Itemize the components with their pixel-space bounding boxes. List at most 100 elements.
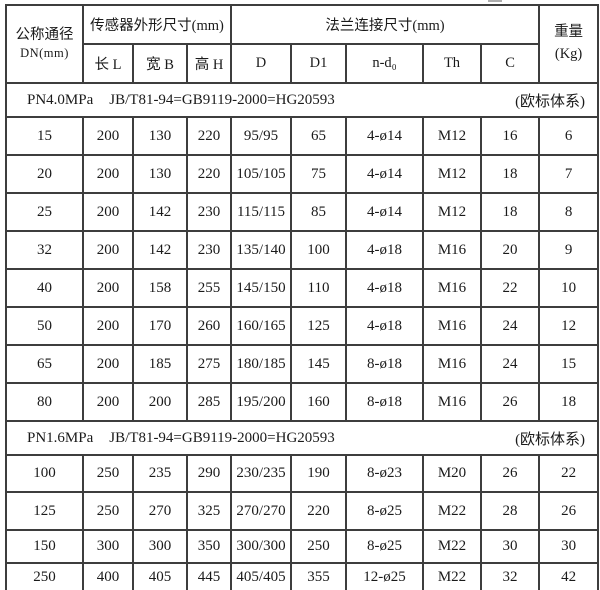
cell-thread-th: M12 [422,154,483,194]
cell-height-h: 230 [185,192,233,232]
cell-flange-d: 145/150 [230,268,293,308]
cell-height-h: 290 [185,454,233,493]
cell-length-l: 250 [82,491,134,531]
cell-weight: 30 [538,529,600,564]
cell-thread-th: M16 [422,382,483,422]
cell-bolt-holes: 4-ø14 [345,116,425,156]
cell-bolt-holes: 8-ø18 [345,382,425,422]
cell-length-l: 200 [82,116,134,156]
spec-row: 100 250 235 290 230/235 190 8-ø23 M20 26 22 [5,454,600,493]
cell-flange-d: 180/185 [230,344,293,384]
cell-width-b: 300 [132,529,188,564]
cell-weight: 7 [538,154,600,194]
cell-height-h: 220 [185,154,233,194]
cell-bolt-holes: 4-ø18 [345,268,425,308]
cell-length-l: 200 [82,344,134,384]
cell-thread-th: M12 [422,116,483,156]
cell-flange-d1: 190 [290,454,348,493]
cell-flange-d: 115/115 [230,192,293,232]
standard-codes: JB/T81-94=GB9119-2000=HG20593 [109,91,335,108]
header-thickness-c: C [480,43,541,84]
header-flange-d1: D1 [290,43,348,84]
cell-flange-d1: 220 [290,491,348,531]
cell-flange-d1: 125 [290,306,348,346]
header-height-h: 高 H [185,43,233,84]
spec-row: 50 200 170 260 160/165 125 4-ø18 M16 24 12 [5,306,600,346]
spec-row: 15 200 130 220 95/95 65 4-ø14 M12 16 6 [5,116,600,156]
cell-width-b: 130 [132,116,188,156]
cell-flange-d1: 355 [290,562,348,590]
cell-thickness-c: 20 [480,230,541,270]
cell-width-b: 405 [132,562,188,590]
cell-width-b: 200 [132,382,188,422]
cell-weight: 9 [538,230,600,270]
cell-flange-d: 135/140 [230,230,293,270]
cell-thread-th: M22 [422,491,483,531]
standard-note: (欧标体系) [515,431,586,448]
cell-weight: 6 [538,116,600,156]
spec-row: 40 200 158 255 145/150 110 4-ø18 M16 22 10 [5,268,600,308]
cell-flange-d: 270/270 [230,491,293,531]
pressure-rating: PN4.0MPa [27,91,94,108]
cell-dn: 125 [5,491,84,531]
cell-flange-d1: 65 [290,116,348,156]
cell-thread-th: M16 [422,230,483,270]
cell-bolt-holes: 8-ø23 [345,454,425,493]
header-sub-row: 长 L 宽 B 高 H D D1 n-d₀ Th C [6,43,598,84]
cell-thickness-c: 18 [480,154,541,194]
cell-thickness-c: 24 [480,344,541,384]
cell-thickness-c: 28 [480,491,541,531]
cell-flange-d1: 85 [290,192,348,232]
cell-weight: 10 [538,268,600,308]
cell-flange-d1: 100 [290,230,348,270]
cell-bolt-holes: 12-ø25 [345,562,425,590]
cell-bolt-holes: 4-ø18 [345,306,425,346]
cell-length-l: 200 [82,154,134,194]
cell-bolt-holes: 4-ø18 [345,230,425,270]
cell-length-l: 200 [82,306,134,346]
spec-row: 150 300 300 350 300/300 250 8-ø25 M22 30 30 [5,529,600,564]
cell-weight: 22 [538,454,600,493]
header-group-row: 公称通径 DN(mm) 传感器外形尺寸(mm) 法兰连接尺寸(mm) 重量 (K… [5,4,600,84]
cell-flange-d: 160/165 [230,306,293,346]
cell-thickness-c: 16 [480,116,541,156]
cell-flange-d: 230/235 [230,454,293,493]
spec-table: 公称通径 DN(mm) 传感器外形尺寸(mm) 法兰连接尺寸(mm) 重量 (K… [4,4,600,590]
spec-row: 65 200 185 275 180/185 145 8-ø18 M16 24 15 [5,344,600,384]
cell-width-b: 235 [132,454,188,493]
cell-height-h: 445 [185,562,233,590]
cell-length-l: 250 [82,454,134,493]
cell-height-h: 275 [185,344,233,384]
cell-thread-th: M22 [422,529,483,564]
spec-row: 250 400 405 445 405/405 355 12-ø25 M22 32 42 [5,562,600,590]
cell-weight: 18 [538,382,600,422]
header-weight: 重量 (Kg) [538,4,600,84]
cell-thickness-c: 18 [480,192,541,232]
header-bolt-holes-nd0: n-d₀ [345,43,425,84]
cell-dn: 65 [5,344,84,384]
header-weight-cn: 重量 [554,24,584,41]
standard-codes: JB/T81-94=GB9119-2000=HG20593 [109,429,335,446]
cell-dn: 40 [5,268,84,308]
header-width-b: 宽 B [132,43,188,84]
cell-flange-d1: 160 [290,382,348,422]
cell-flange-d: 300/300 [230,529,293,564]
cell-weight: 42 [538,562,600,590]
cell-flange-d1: 250 [290,529,348,564]
header-nominal-diameter: 公称通径 DN(mm) [5,4,84,84]
cell-weight: 26 [538,491,600,531]
cell-width-b: 170 [132,306,188,346]
header-nominal-diameter-unit: DN(mm) [20,46,69,61]
cell-width-b: 130 [132,154,188,194]
cell-dn: 50 [5,306,84,346]
spec-table-body: 公称通径 DN(mm) 传感器外形尺寸(mm) 法兰连接尺寸(mm) 重量 (K… [4,4,600,590]
cell-width-b: 185 [132,344,188,384]
cell-length-l: 200 [82,192,134,232]
cell-dn: 150 [5,529,84,564]
cell-thread-th: M22 [422,562,483,590]
pressure-rating: PN1.6MPa [27,429,94,446]
cell-weight: 8 [538,192,600,232]
spec-row: 32 200 142 230 135/140 100 4-ø18 M16 20 9 [5,230,600,270]
cell-width-b: 142 [132,192,188,232]
